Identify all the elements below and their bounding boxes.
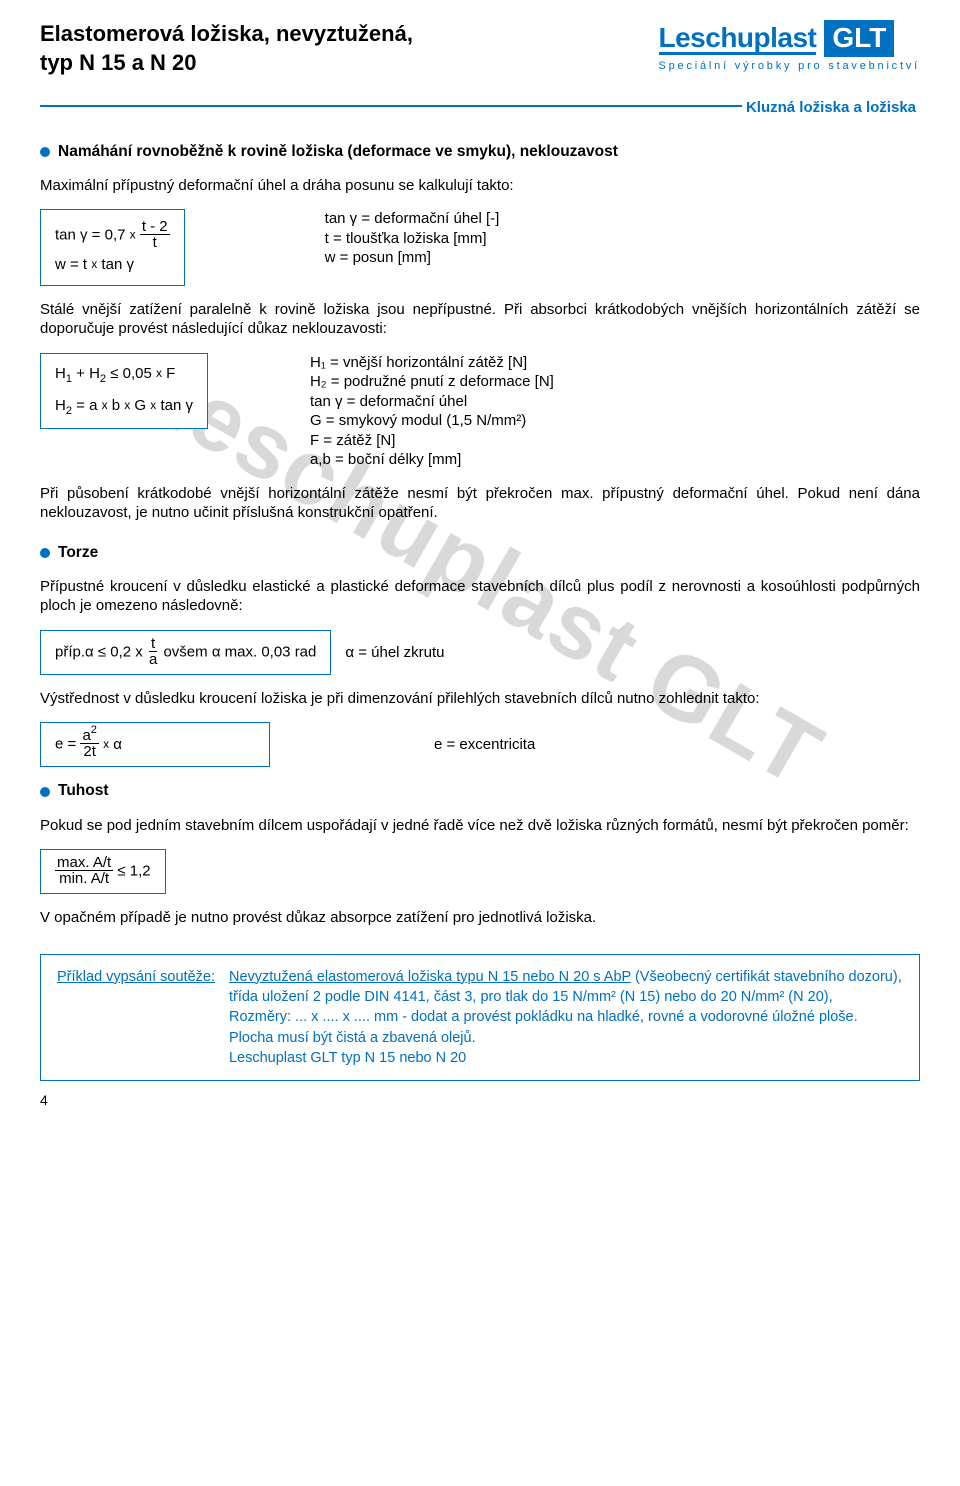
section-3-title: Tuhost	[58, 781, 109, 801]
s1-formula2-box: H1 + H2 ≤ 0,05 x F H2 = a x b x G x tan …	[40, 353, 208, 430]
section-2-heading: Torze	[40, 543, 920, 563]
s2-formula2-box: e = a22t x α	[40, 722, 270, 767]
s1-para3: Při působení krátkodobé vnější horizontá…	[40, 484, 920, 523]
bullet-icon	[40, 787, 50, 797]
bullet-icon	[40, 147, 50, 157]
example-label: Příklad vypsání soutěže:	[57, 967, 215, 1068]
page-title: Elastomerová ložiska, nevyztužená, typ N…	[40, 20, 413, 77]
s1-defs1: tan γ = deformační úhel [-] t = tloušťka…	[325, 209, 500, 268]
section-label: Kluzná ložiska a ložiska	[742, 98, 920, 118]
s1-formula1-line2: w = t x tan γ	[55, 255, 170, 275]
section-1-title: Namáhání rovnoběžně k rovině ložiska (de…	[58, 142, 618, 162]
s2-def2: e = excentricita	[434, 735, 535, 755]
section-1-heading: Namáhání rovnoběžně k rovině ložiska (de…	[40, 142, 920, 162]
section-2-title: Torze	[58, 543, 98, 563]
s1-formula1-line1: tan γ = 0,7 x t - 2t	[55, 220, 170, 251]
s2-para2: Výstřednost v důsledku kroucení ložiska …	[40, 689, 920, 709]
brand-logo: Leschuplast GLT Speciální výrobky pro st…	[659, 20, 921, 74]
brand-name-1: Leschuplast	[659, 23, 817, 55]
title-line-1: Elastomerová ložiska, nevyztužená,	[40, 20, 413, 49]
title-line-2: typ N 15 a N 20	[40, 49, 413, 78]
bullet-icon	[40, 548, 50, 558]
s1-defs2: H₁ = vnější horizontální zátěž [N] H₂ = …	[310, 353, 554, 470]
s3-para2: V opačném případě je nutno provést důkaz…	[40, 908, 920, 928]
s1-para2: Stálé vnější zatížení paralelně k rovině…	[40, 300, 920, 339]
s1-formula2-line2: H2 = a x b x G x tan γ	[55, 396, 193, 418]
example-box: Příklad vypsání soutěže: Nevyztužená ela…	[40, 954, 920, 1081]
s3-para1: Pokud se pod jedním stavebním dílcem usp…	[40, 816, 920, 836]
page-number: 4	[40, 1091, 920, 1109]
s1-intro: Maximální přípustný deformační úhel a dr…	[40, 176, 920, 196]
s1-formula2-line1: H1 + H2 ≤ 0,05 x F	[55, 364, 193, 386]
s2-para1: Přípustné kroucení v důsledku elastické …	[40, 577, 920, 616]
brand-name-2: GLT	[824, 20, 894, 57]
s2-def1: α = úhel zkrutu	[345, 643, 444, 663]
example-body: Nevyztužená elastomerová ložiska typu N …	[229, 967, 903, 1068]
section-3-heading: Tuhost	[40, 781, 920, 801]
s2-formula1-box: příp.α ≤ 0,2 x ta ovšem α max. 0,03 rad	[40, 630, 331, 675]
s1-formula1-box: tan γ = 0,7 x t - 2t w = t x tan γ	[40, 209, 185, 286]
brand-tagline: Speciální výrobky pro stavebnictví	[659, 59, 921, 73]
s3-formula-box: max. A/tmin. A/t ≤ 1,2	[40, 849, 166, 894]
